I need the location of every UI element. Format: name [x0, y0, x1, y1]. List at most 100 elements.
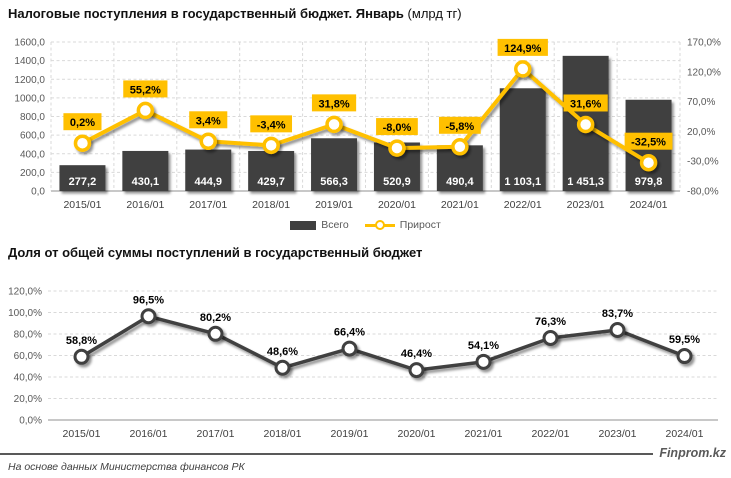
x-axis-tick: 2024/01	[630, 199, 668, 211]
growth-label-box	[438, 116, 481, 134]
budget-share-line-chart: 120,0% 100,0% 80,0% 60,0% 40,0% 20,0% 0,0% 2015…	[8, 287, 718, 440]
share-value-label: 76,3%	[535, 316, 566, 328]
line-marker	[676, 348, 693, 365]
right-axis-tick: 170,0%	[687, 38, 721, 49]
bar-value-label: 429,7	[257, 176, 285, 188]
bar-value-label: 277,2	[69, 176, 97, 188]
line-marker	[262, 136, 280, 155]
legend-label-growth: Прирост	[399, 219, 441, 231]
data-source-note: На основе данных Министерства финансов Р…	[8, 461, 245, 473]
share-value-label: 54,1%	[468, 340, 499, 352]
x-axis-tick: 2019/01	[315, 199, 353, 211]
share-line	[79, 314, 687, 372]
share-value-label: 80,2%	[200, 312, 231, 324]
growth-value-label: -5,8%	[445, 121, 474, 133]
bar-value-label: 566,3	[320, 176, 348, 188]
left-axis-tick: 400,0	[20, 149, 45, 160]
growth-label-box	[624, 132, 673, 150]
line-marker	[73, 134, 92, 152]
left-axis-tick: 1000,0	[14, 93, 45, 104]
share-value-label: 46,4%	[401, 348, 432, 360]
line-marker	[341, 340, 358, 357]
left-axis-tick: 200,0	[20, 168, 45, 179]
chart1-title: Налоговые поступления в государственный …	[8, 6, 462, 21]
x-axis-tick: 2017/01	[197, 428, 235, 440]
y-axis-tick: 60,0%	[14, 351, 42, 362]
right-axis-tick: -80,0%	[687, 187, 719, 198]
chart1-title-units: (млрд тг)	[403, 6, 462, 21]
bar-value-label: 490,4	[446, 176, 474, 188]
y-axis-tick: 40,0%	[14, 373, 42, 384]
x-axis-tick: 2022/01	[504, 199, 542, 211]
line-marker	[325, 115, 343, 134]
share-value-label: 48,6%	[267, 346, 298, 358]
line-marker	[451, 138, 469, 156]
x-axis-tick: 2019/01	[331, 428, 369, 440]
x-axis-tick: 2017/01	[189, 199, 227, 211]
chart2-title-text: Доля от общей суммы поступлений в госуда…	[8, 245, 423, 260]
growth-label-box	[311, 94, 357, 112]
line-marker	[639, 153, 658, 172]
right-axis-tick: -30,0%	[687, 157, 719, 168]
bar-value-label: 979,8	[635, 176, 663, 188]
growth-line	[80, 66, 651, 165]
chart1-legend: Всего Прирост	[0, 217, 731, 233]
line-marker	[199, 132, 217, 151]
bar	[59, 165, 106, 191]
line-swatch-icon	[364, 219, 395, 231]
line-marker	[576, 115, 595, 134]
bar-value-label: 520,9	[383, 176, 411, 188]
x-axis-tick: 2020/01	[378, 199, 416, 211]
y-axis-tick: 120,0%	[8, 287, 42, 298]
chart1-title-text: Налоговые поступления в государственный …	[8, 6, 404, 21]
growth-value-label: 124,9%	[504, 43, 542, 55]
x-axis-tick: 2021/01	[465, 428, 503, 440]
x-axis-tick: 2023/01	[567, 199, 605, 211]
legend-item-growth: Прирост	[364, 219, 441, 231]
line-marker	[136, 101, 155, 120]
line-marker	[274, 359, 291, 376]
line-marker	[73, 348, 90, 365]
legend-label-total: Всего	[321, 219, 349, 231]
left-axis-tick: 1600,0	[14, 38, 45, 49]
y-axis-tick: 0,0%	[19, 416, 42, 427]
growth-value-label: -3,4%	[257, 119, 286, 131]
growth-value-label: 0,2%	[70, 117, 95, 129]
x-axis-tick: 2024/01	[666, 428, 704, 440]
y-axis-tick: 80,0%	[14, 330, 42, 341]
growth-value-label: -8,0%	[383, 122, 412, 134]
brand-logo: Finprom.kz	[659, 446, 726, 460]
bar-swatch-icon	[290, 220, 317, 230]
growth-value-label: 55,2%	[130, 84, 161, 96]
right-axis-tick: 120,0%	[687, 67, 721, 78]
line-marker	[408, 362, 425, 379]
growth-label-box	[563, 94, 608, 112]
legend-item-total: Всего	[290, 219, 349, 231]
share-value-label: 58,8%	[66, 335, 97, 347]
share-value-label: 83,7%	[602, 308, 633, 320]
tax-revenue-combo-chart: 1600,0 1400,0 1200,0 1000,0 800,0 600,0 400,0 2…	[14, 38, 721, 212]
x-axis-tick: 2015/01	[63, 428, 101, 440]
y-axis-tick: 100,0%	[8, 308, 42, 319]
line-marker	[542, 329, 559, 346]
x-axis-tick: 2020/01	[398, 428, 436, 440]
x-axis-tick: 2021/01	[441, 199, 479, 211]
growth-value-label: 3,4%	[196, 115, 221, 127]
line-marker	[388, 139, 406, 157]
x-axis-tick: 2016/01	[126, 199, 164, 211]
bar	[499, 88, 546, 191]
bar-value-label: 444,9	[194, 176, 222, 188]
x-axis-tick: 2016/01	[130, 428, 168, 440]
bar-value-label: 1 451,3	[567, 176, 604, 188]
left-axis-tick: 1200,0	[14, 75, 45, 86]
line-swatch-dot	[374, 220, 385, 230]
growth-label-box	[250, 115, 293, 133]
left-axis-tick: 800,0	[20, 112, 45, 123]
bar	[248, 150, 295, 191]
line-marker	[475, 353, 492, 370]
x-axis-tick: 2018/01	[264, 428, 302, 440]
line-marker	[207, 325, 224, 342]
share-value-label: 66,4%	[334, 327, 365, 339]
growth-value-label: -32,5%	[631, 137, 666, 149]
